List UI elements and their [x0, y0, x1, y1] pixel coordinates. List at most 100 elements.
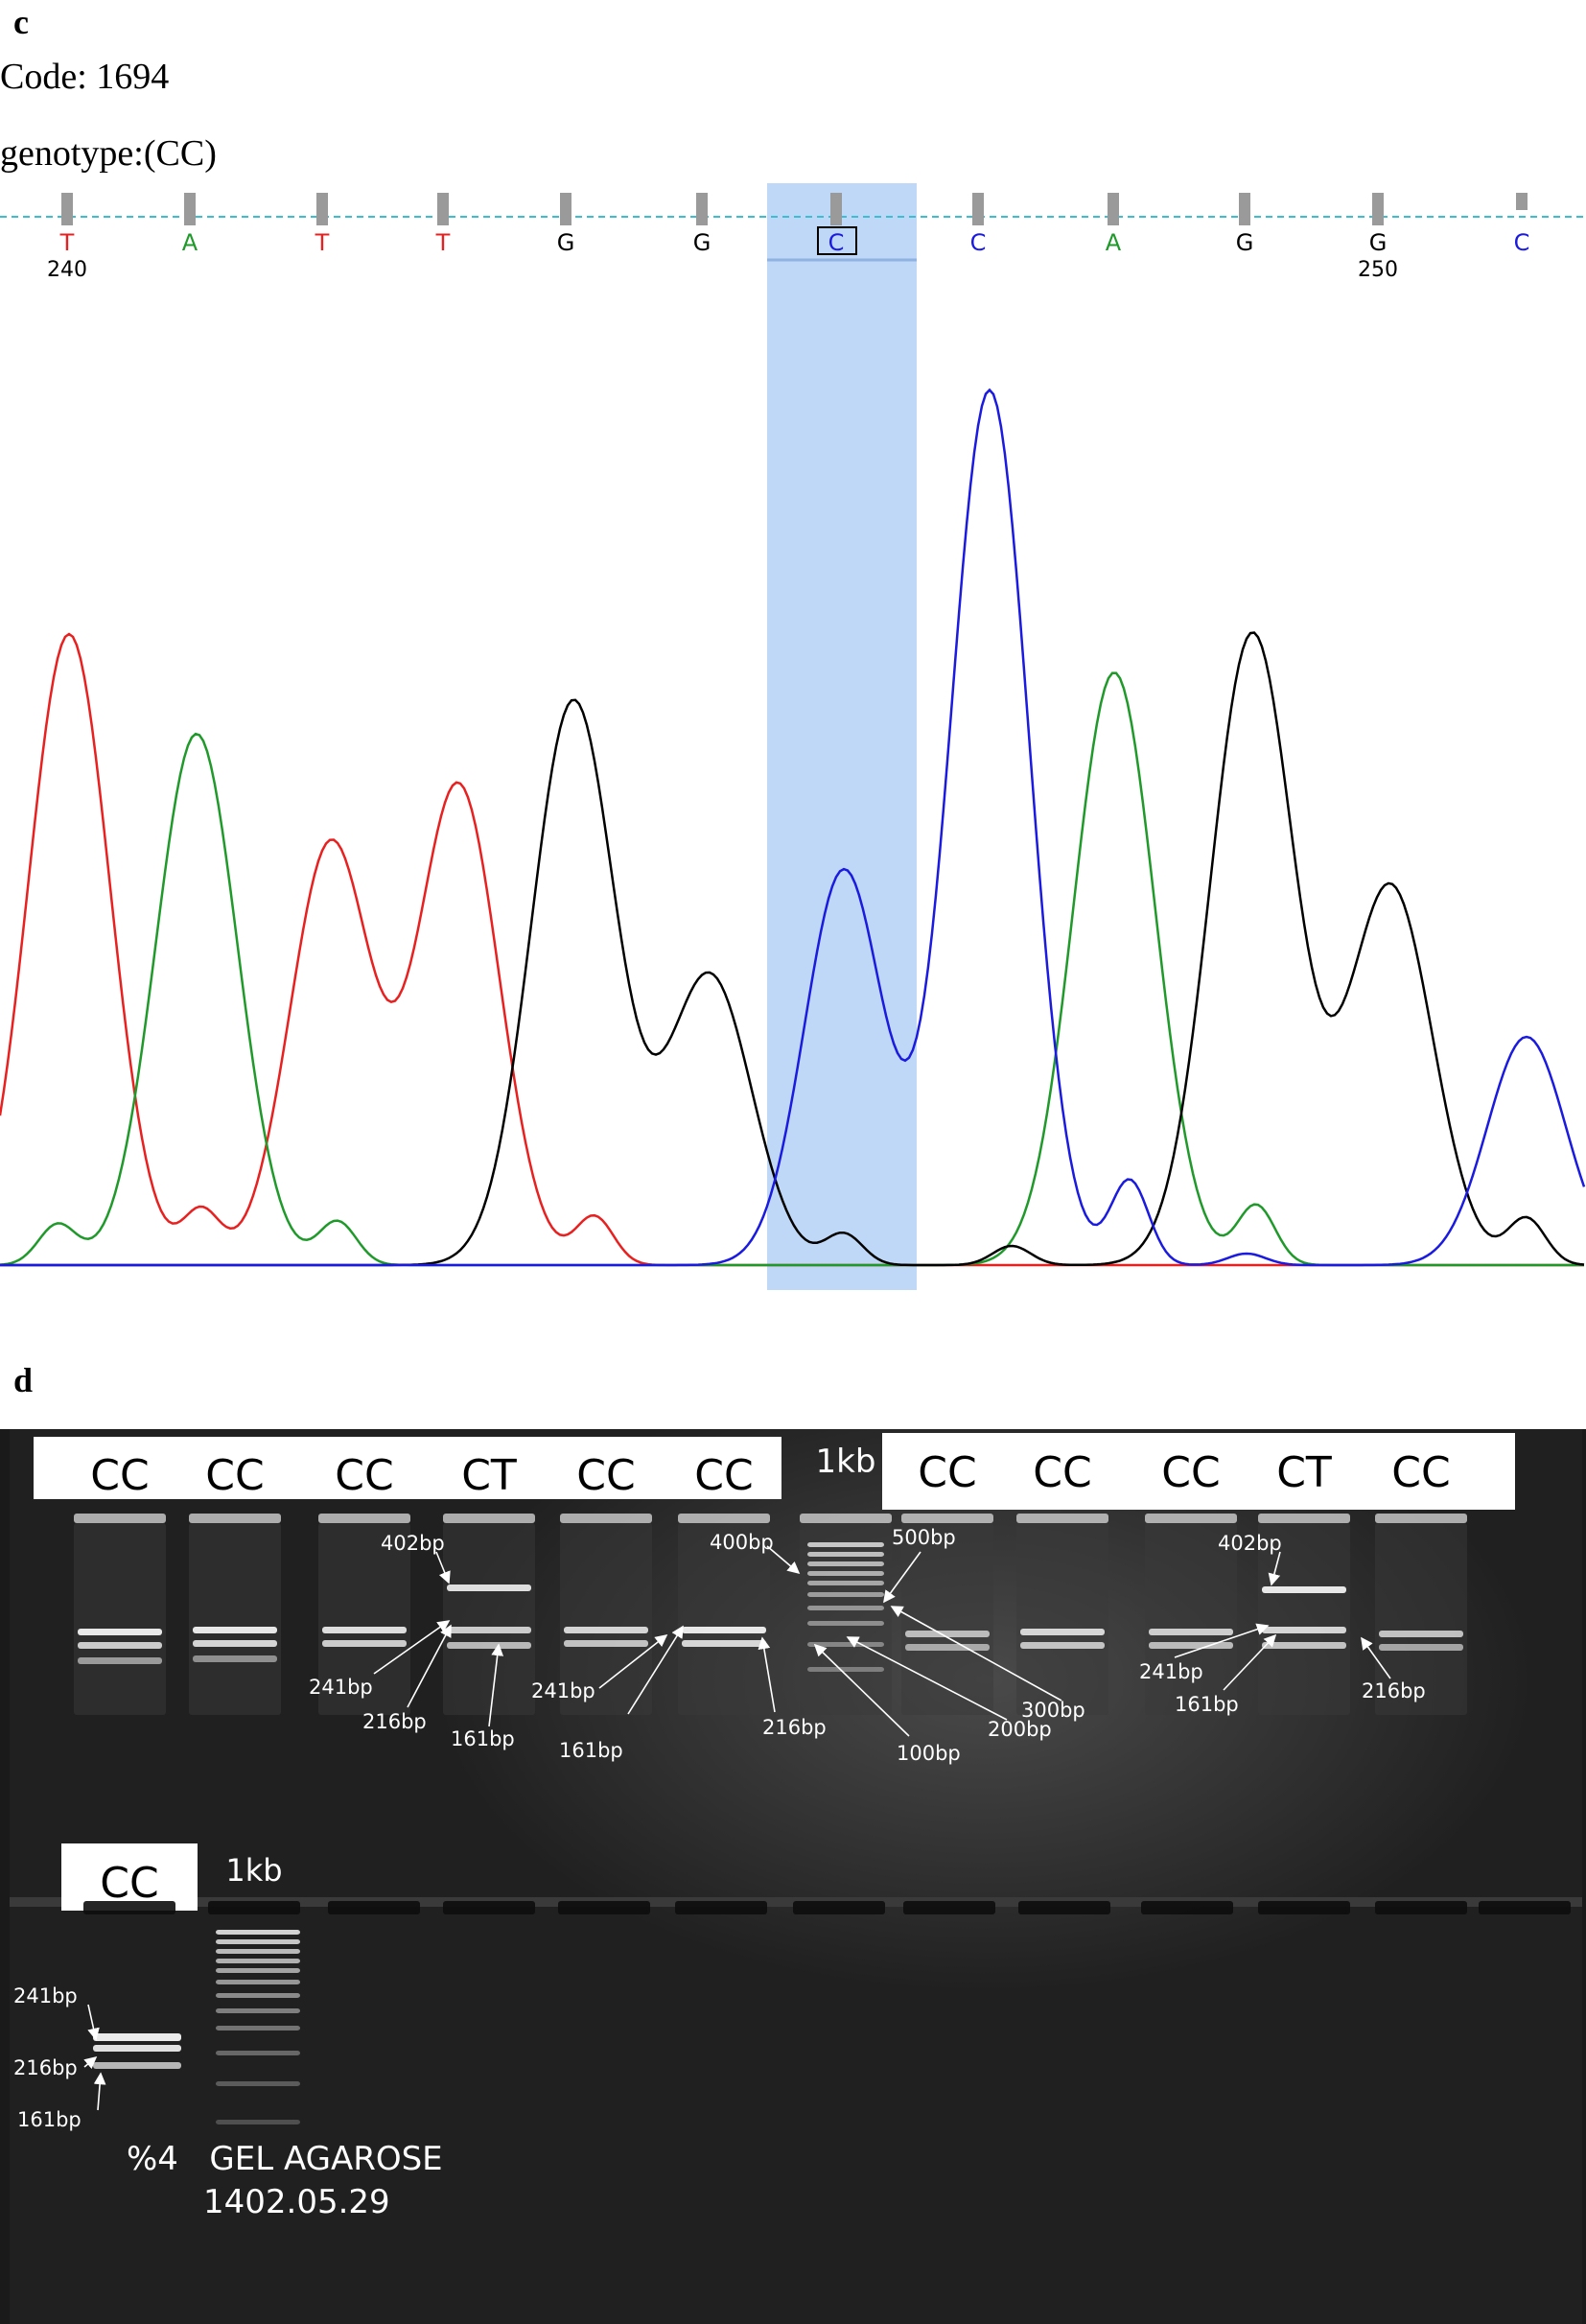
- base-quality-tick: [560, 193, 571, 225]
- base-call-letter: C: [970, 229, 987, 256]
- ladder-band: [807, 1561, 884, 1566]
- gel-lane: [189, 1523, 281, 1715]
- ladder-label-bottom: 1kb: [225, 1852, 282, 1889]
- bottom-lane-genotype: CC: [100, 1859, 158, 1908]
- label-241bp-lane11: 241bp: [1139, 1660, 1203, 1683]
- lane-10-genotype: CC: [1161, 1448, 1220, 1497]
- dna-band: [322, 1640, 407, 1647]
- label-300bp-ladder: 300bp: [1021, 1699, 1085, 1722]
- lane-3-genotype: CC: [335, 1451, 393, 1500]
- gel-well-bottom: [328, 1901, 420, 1914]
- gel-well: [800, 1514, 892, 1523]
- gel-well: [1016, 1514, 1108, 1523]
- gel-well-bottom: [675, 1901, 767, 1914]
- base-call-letter: C: [1514, 229, 1530, 256]
- sequencing-chromatogram: T A T T G G C C A G G C 240 250: [0, 183, 1586, 1290]
- gel-well-bottom: [1479, 1901, 1571, 1914]
- base-quality-tick: [184, 193, 196, 225]
- dna-band: [564, 1640, 648, 1647]
- dna-band: [1262, 1642, 1346, 1649]
- dna-band: [1262, 1586, 1346, 1593]
- label-100bp-ladder: 100bp: [897, 1742, 961, 1765]
- gel-lane: [901, 1523, 993, 1715]
- dna-band: [447, 1627, 531, 1633]
- label-161bp-lane11: 161bp: [1175, 1693, 1239, 1716]
- dna-band: [93, 2033, 181, 2041]
- gel-lane: [678, 1523, 770, 1715]
- dna-band: [682, 1627, 766, 1633]
- dna-band: [193, 1640, 277, 1647]
- gel-well: [74, 1514, 166, 1523]
- label-216bp-lane6: 216bp: [762, 1716, 827, 1739]
- ladder-band: [216, 2051, 300, 2055]
- lane-12-genotype: CC: [1391, 1448, 1450, 1497]
- base-call-letter: G: [1369, 229, 1388, 256]
- base-call-letter: T: [435, 229, 451, 256]
- gel-well-bottom: [1375, 1901, 1467, 1914]
- label-500bp-ladder: 500bp: [892, 1526, 956, 1549]
- base-call-letter: A: [1106, 229, 1122, 256]
- gel-lane: [1016, 1523, 1108, 1715]
- ladder-band: [807, 1667, 884, 1672]
- dna-band: [1020, 1642, 1105, 1649]
- base-quality-tick: [696, 193, 708, 225]
- ladder-band: [216, 2026, 300, 2031]
- ladder-band: [216, 1949, 300, 1954]
- gel-lane: [1145, 1523, 1237, 1715]
- base-call-letter: C: [828, 229, 845, 256]
- dna-band: [193, 1655, 277, 1662]
- ladder-band: [216, 2120, 300, 2124]
- dna-band: [1379, 1644, 1463, 1651]
- ladder-band: [807, 1542, 884, 1547]
- base-quality-tick: [1516, 193, 1528, 210]
- gel-well: [189, 1514, 281, 1523]
- selected-base-box: [817, 226, 857, 255]
- gel-well-bottom: [83, 1901, 175, 1914]
- label-216bp-lane4: 216bp: [362, 1710, 427, 1733]
- dna-band: [93, 2062, 181, 2069]
- gel-well: [1145, 1514, 1237, 1523]
- base-quality-tick: [316, 193, 328, 225]
- bottom-genotype-box: [61, 1843, 198, 1911]
- ladder-band: [807, 1571, 884, 1576]
- label-216bp-lane11: 216bp: [1362, 1679, 1426, 1702]
- ladder-band: [807, 1606, 884, 1610]
- gel-well: [1375, 1514, 1467, 1523]
- position-label-250: 250: [1358, 258, 1398, 282]
- dna-band: [1149, 1642, 1233, 1649]
- label-402bp-lane4: 402bp: [381, 1532, 445, 1555]
- base-call-letter: A: [182, 229, 198, 256]
- dna-band: [564, 1627, 648, 1633]
- gel-well-bottom: [208, 1901, 300, 1914]
- ladder-band: [807, 1581, 884, 1585]
- dna-band: [447, 1642, 531, 1649]
- ladder-band: [216, 1930, 300, 1935]
- gel-well: [1258, 1514, 1350, 1523]
- label-161bp-lane4: 161bp: [451, 1727, 515, 1750]
- gel-caption-date: 1402.05.29: [203, 2183, 390, 2221]
- base-call-letter: T: [59, 229, 75, 256]
- label-241bp-lane4: 241bp: [309, 1676, 373, 1699]
- dna-band: [905, 1644, 990, 1651]
- lane-2-genotype: CC: [205, 1451, 264, 1500]
- gel-well: [318, 1514, 410, 1523]
- dna-band: [447, 1585, 531, 1591]
- gel-well: [560, 1514, 652, 1523]
- top-right-genotype-box: [882, 1433, 1515, 1510]
- gel-well: [678, 1514, 770, 1523]
- lane-11-genotype: CT: [1276, 1448, 1332, 1497]
- gel-lane: [1258, 1523, 1350, 1715]
- label-400bp-ladder: 400bp: [710, 1531, 774, 1554]
- gel-well-bottom: [903, 1901, 995, 1914]
- label-161bp-bottom: 161bp: [17, 2108, 82, 2131]
- position-label-240: 240: [47, 258, 87, 282]
- ladder-band: [807, 1592, 884, 1597]
- ladder-band: [216, 1959, 300, 1963]
- gel-caption-type: %4 GEL AGAROSE: [127, 2140, 443, 2178]
- base-call-letter: T: [315, 229, 330, 256]
- label-161bp-lane6: 161bp: [559, 1739, 623, 1762]
- lane-5-genotype: CC: [576, 1451, 635, 1500]
- ladder-band: [216, 2081, 300, 2086]
- ladder-band: [216, 2008, 300, 2013]
- code-label: Code: 1694: [0, 57, 170, 97]
